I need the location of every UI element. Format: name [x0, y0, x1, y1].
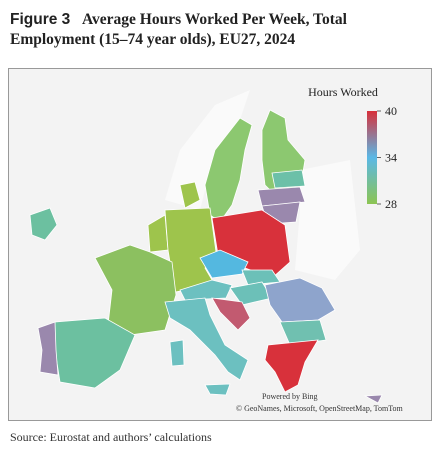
country: [363, 394, 383, 404]
legend-tick-label: 28: [385, 197, 397, 211]
country: [164, 297, 249, 381]
source: Source: Eurostat and authors’ calculatio…: [10, 430, 212, 444]
map: [29, 90, 383, 404]
legend-tick-label: 34: [385, 151, 397, 165]
attribution: © GeoNames, Microsoft, OpenStreetMap, To…: [236, 404, 404, 413]
country: [179, 181, 201, 209]
country: [204, 117, 253, 223]
land: [165, 90, 250, 210]
country: [271, 169, 306, 189]
title-line: Employment (15–74 year olds), EU27, 2024: [10, 31, 295, 48]
country: [264, 277, 336, 323]
country: [199, 249, 249, 279]
legend-title: Hours Worked: [308, 85, 378, 99]
country: [179, 279, 233, 301]
country: [257, 186, 306, 207]
figure-label: Figure 3: [10, 11, 71, 28]
legend-tick-label: 40: [385, 104, 397, 118]
title-line: Average Hours Worked Per Week, Total: [82, 11, 348, 28]
country: [211, 297, 251, 331]
land: [295, 160, 360, 280]
country: [164, 207, 217, 293]
country: [169, 339, 185, 367]
color-scale: [367, 111, 377, 204]
attribution: Powered by Bing: [262, 392, 318, 401]
country: [264, 339, 319, 393]
country: [37, 321, 59, 376]
country: [279, 319, 327, 346]
country: [204, 383, 231, 396]
country: [29, 207, 58, 241]
